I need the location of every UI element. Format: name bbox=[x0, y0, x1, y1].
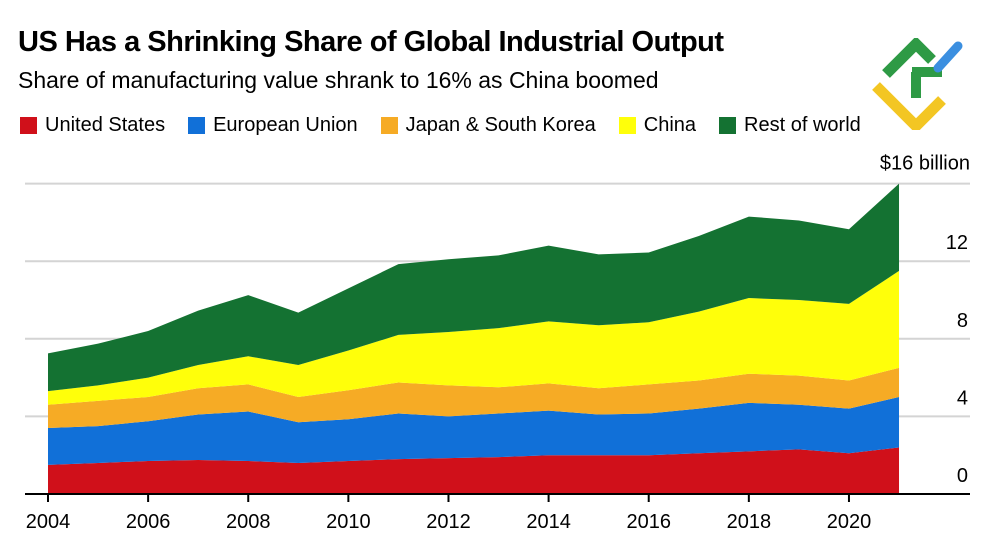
x-tick-label: 2016 bbox=[626, 511, 671, 533]
y-tick-label: 0 bbox=[957, 465, 968, 487]
x-tick-label: 2008 bbox=[226, 511, 271, 533]
legend-item-rest-of-world: Rest of world bbox=[719, 114, 861, 137]
legend-item-china: China bbox=[618, 114, 697, 137]
x-tick-label: 2018 bbox=[727, 511, 772, 533]
chart-title: US Has a Shrinking Share of Global Indus… bbox=[18, 26, 724, 58]
y-tick-label: 12 bbox=[946, 232, 968, 254]
legend-swatch bbox=[188, 117, 206, 134]
area-european-union bbox=[48, 397, 900, 465]
area-united-states bbox=[48, 447, 900, 494]
legend: United States European Union Japan & Sou… bbox=[20, 114, 884, 137]
area-rest-of-world bbox=[48, 183, 900, 392]
x-tick-label: 2006 bbox=[126, 511, 171, 533]
area-japan-south-korea bbox=[48, 367, 900, 429]
x-tick-label: 2020 bbox=[827, 511, 872, 533]
x-tick-label: 2010 bbox=[326, 511, 371, 533]
legend-label: Rest of world bbox=[744, 114, 861, 136]
chart-subtitle: Share of manufacturing value shrank to 1… bbox=[18, 67, 659, 93]
legend-swatch bbox=[618, 117, 636, 134]
legend-label: Japan & South Korea bbox=[405, 114, 596, 136]
legend-swatch bbox=[20, 117, 37, 134]
y-tick-label: 4 bbox=[957, 387, 968, 409]
legend-swatch bbox=[719, 117, 737, 134]
x-tick-label: 2012 bbox=[426, 511, 471, 533]
y-unit-label: $16 billion bbox=[880, 153, 970, 175]
legend-item-eu: European Union bbox=[188, 114, 358, 137]
legend-item-japan-korea: Japan & South Korea bbox=[380, 114, 596, 137]
legend-swatch bbox=[380, 117, 398, 134]
x-tick-label: 2014 bbox=[526, 511, 571, 533]
brand-logo-icon bbox=[872, 38, 963, 130]
area-china bbox=[48, 270, 900, 405]
legend-item-us: United States bbox=[20, 114, 165, 137]
legend-label: European Union bbox=[213, 114, 358, 136]
legend-label: United States bbox=[45, 114, 166, 136]
y-tick-label: 8 bbox=[957, 310, 968, 332]
x-tick-label: 2004 bbox=[26, 511, 71, 533]
legend-label: China bbox=[643, 114, 697, 136]
